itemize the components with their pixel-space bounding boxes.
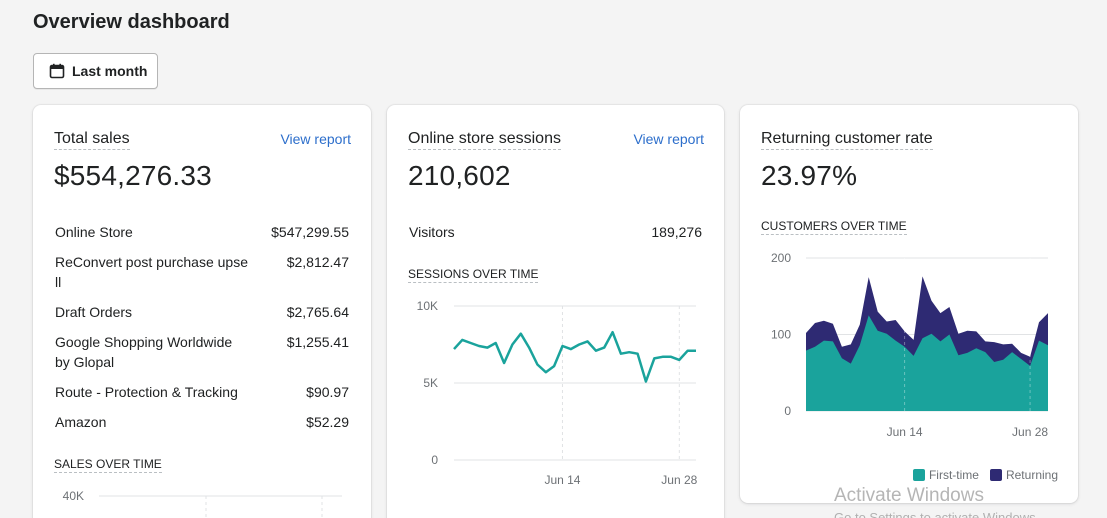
sales-channel-label: Google Shopping Worldwide by Glopal (55, 334, 233, 370)
sessions-card: Online store sessions View report 210,60… (387, 105, 724, 518)
chart-legend: First-time Returning (902, 468, 1058, 482)
x-tick-label: Jun 14 (544, 473, 580, 487)
customers-over-time-chart: 0 100 200 Jun 14 Jun 28 (771, 251, 1048, 439)
sessions-over-time-label[interactable]: SESSIONS OVER TIME (408, 267, 539, 283)
sales-channel-label: Amazon (55, 414, 107, 430)
sales-channel-label: Online Store (55, 224, 133, 240)
legend-swatch (989, 469, 1002, 481)
y-tick-label: 40K (63, 489, 84, 503)
calendar-icon (49, 63, 65, 79)
legend-label: First-time (928, 468, 979, 482)
returning-customer-title[interactable]: Returning customer rate (761, 130, 933, 150)
date-range-label: Last month (72, 63, 148, 79)
sales-breakdown-row: Route - Protection & Tracking $90.97 (55, 382, 349, 402)
total-sales-card: Total sales View report $554,276.33 Onli… (33, 105, 371, 518)
windows-activation-watermark: Activate Windows (834, 485, 984, 506)
sales-channel-value: $2,765.64 (286, 304, 349, 320)
sales-breakdown-row: Google Shopping Worldwide by Glopal $1,2… (55, 332, 349, 372)
y-tick-label: 0 (784, 404, 791, 418)
sessions-over-time-chart: 0 5K 10K Jun 14 Jun 28 (417, 299, 698, 487)
total-sales-value: $554,276.33 (54, 160, 212, 191)
sales-breakdown-row: Draft Orders $2,765.64 (55, 302, 349, 322)
sessions-value: 210,602 (408, 160, 511, 191)
visitors-value: 189,276 (651, 224, 702, 240)
y-tick-label: 100 (771, 328, 791, 342)
total-sales-title[interactable]: Total sales (54, 130, 130, 150)
x-tick-label: Jun 28 (661, 473, 697, 487)
sales-channel-value: $2,812.47 (286, 254, 349, 270)
sales-breakdown-row: Amazon $52.29 (55, 412, 349, 432)
legend-label: Returning (1005, 468, 1058, 482)
y-tick-label: 5K (423, 376, 438, 390)
legend-item-returning[interactable]: Returning (989, 468, 1058, 482)
windows-activation-subtitle: Go to Settings to activate Windows. (834, 510, 1040, 518)
sales-breakdown-row: ReConvert post purchase upsell $2,812.47 (55, 252, 349, 292)
y-tick-label: 0 (431, 453, 438, 467)
sales-channel-label: Draft Orders (55, 304, 133, 320)
date-range-button[interactable]: Last month (33, 53, 158, 89)
sessions-title[interactable]: Online store sessions (408, 130, 561, 150)
sales-channel-value: $547,299.55 (271, 224, 349, 240)
x-tick-label: Jun 28 (1012, 425, 1048, 439)
sales-channel-value: $52.29 (306, 414, 349, 430)
sales-channel-label: ReConvert post purchase upsell (55, 254, 248, 290)
sales-channel-value: $1,255.41 (286, 334, 349, 350)
customers-over-time-label[interactable]: CUSTOMERS OVER TIME (761, 219, 907, 235)
legend-swatch (912, 469, 925, 481)
page-title: Overview dashboard (33, 11, 230, 33)
y-tick-label: 200 (771, 251, 791, 265)
x-tick-label: Jun 14 (887, 425, 923, 439)
visitors-row: Visitors 189,276 (409, 222, 702, 242)
sales-over-time-label[interactable]: SALES OVER TIME (54, 457, 162, 473)
y-tick-label: 10K (417, 299, 438, 313)
legend-item-first-time[interactable]: First-time (912, 468, 979, 482)
returning-customer-value: 23.97% (761, 160, 858, 191)
sales-over-time-chart: 40K (63, 489, 342, 518)
returning-customer-card: Returning customer rate 23.97% CUSTOMERS… (740, 105, 1078, 503)
first-time-series-area (806, 315, 1048, 411)
visitors-label: Visitors (409, 224, 455, 240)
total-sales-view-report-link[interactable]: View report (280, 131, 351, 147)
sessions-view-report-link[interactable]: View report (633, 131, 704, 147)
sales-channel-label: Route - Protection & Tracking (55, 384, 238, 400)
sales-breakdown-row: Online Store $547,299.55 (55, 222, 349, 242)
sales-channel-value: $90.97 (306, 384, 349, 400)
sessions-series-line (453, 330, 696, 383)
sales-breakdown-list: Online Store $547,299.55 ReConvert post … (55, 222, 349, 442)
